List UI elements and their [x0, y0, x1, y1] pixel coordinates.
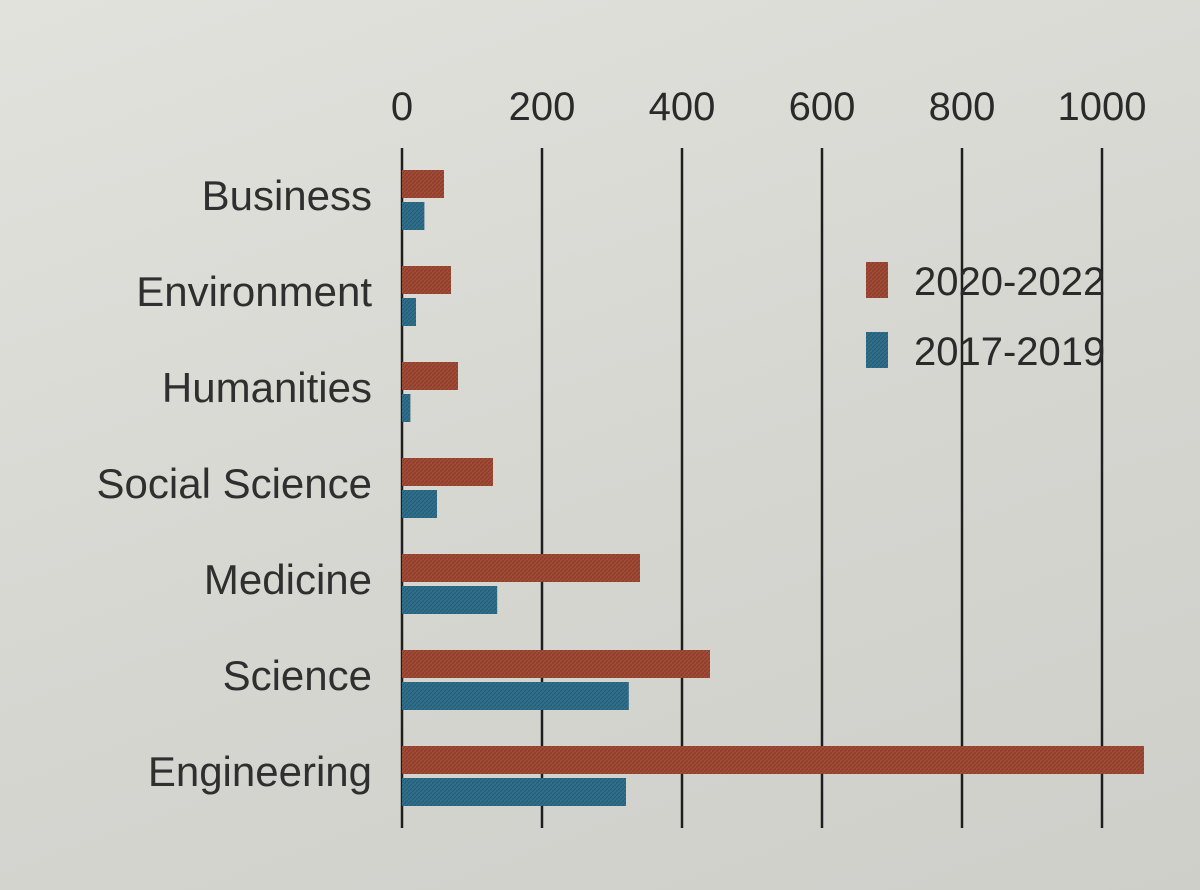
- category-label-social-science: Social Science: [97, 460, 372, 507]
- x-tick-label-1000: 1000: [1058, 85, 1147, 129]
- category-label-business: Business: [202, 172, 372, 219]
- bar-environment-2017-2019: [402, 298, 416, 326]
- bar-humanities-2017-2019: [402, 394, 411, 422]
- legend-label-2017-2019: 2017-2019: [914, 330, 1105, 374]
- x-tick-label-400: 400: [649, 85, 716, 129]
- category-label-engineering: Engineering: [148, 748, 372, 795]
- bar-science-2017-2019: [402, 682, 629, 710]
- category-label-humanities: Humanities: [162, 364, 372, 411]
- category-label-medicine: Medicine: [204, 556, 372, 603]
- bar-business-2020-2022: [402, 170, 444, 198]
- category-label-environment: Environment: [136, 268, 372, 315]
- x-tick-label-800: 800: [929, 85, 996, 129]
- bar-engineering-2017-2019: [402, 778, 626, 806]
- bar-humanities-2020-2022: [402, 362, 458, 390]
- x-tick-label-200: 200: [509, 85, 576, 129]
- bar-social-science-2017-2019: [402, 490, 437, 518]
- category-label-science: Science: [223, 652, 372, 699]
- legend-swatch-2020-2022: [866, 262, 888, 298]
- bar-engineering-2020-2022: [402, 746, 1144, 774]
- bar-medicine-2017-2019: [402, 586, 498, 614]
- legend-swatch-2017-2019: [866, 332, 888, 368]
- bar-business-2017-2019: [402, 202, 425, 230]
- bar-social-science-2020-2022: [402, 458, 493, 486]
- x-tick-label-0: 0: [391, 85, 413, 129]
- bar-science-2020-2022: [402, 650, 710, 678]
- x-tick-label-600: 600: [789, 85, 856, 129]
- bar-medicine-2020-2022: [402, 554, 640, 582]
- bar-environment-2020-2022: [402, 266, 451, 294]
- legend-label-2020-2022: 2020-2022: [914, 260, 1105, 304]
